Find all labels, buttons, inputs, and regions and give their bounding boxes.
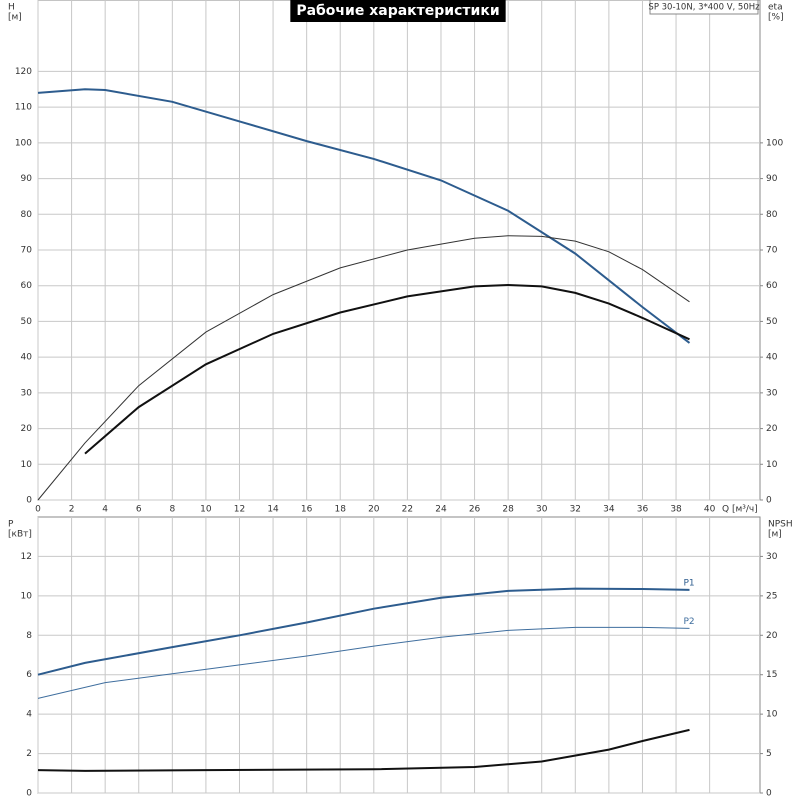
x-tick-label: 4 [102, 505, 108, 515]
title-box [290, 0, 506, 22]
y-tick-label: 70 [21, 246, 33, 256]
y2-tick-label: 0 [766, 789, 772, 799]
x-tick-label: 30 [536, 505, 548, 515]
y-tick-label: 20 [21, 424, 33, 434]
y2-axis-label: eta [768, 3, 783, 13]
x-tick-label: 38 [670, 505, 682, 515]
y-tick-label: 120 [15, 67, 32, 77]
y2-tick-label: 10 [766, 460, 778, 470]
y2-tick-label: 30 [766, 388, 778, 398]
y-axis-label: P [8, 520, 14, 530]
y-tick-label: 10 [21, 460, 33, 470]
y-tick-label: 60 [21, 281, 33, 291]
y-tick-label: 0 [26, 496, 32, 506]
y2-tick-label: 90 [766, 174, 778, 184]
x-tick-label: 20 [368, 505, 380, 515]
y-tick-label: 8 [26, 631, 32, 641]
y-axis-unit: [кВт] [8, 530, 32, 540]
y-tick-label: 6 [26, 670, 32, 680]
y-tick-label: 90 [21, 174, 33, 184]
x-tick-label: 10 [200, 505, 212, 515]
x-tick-label: 18 [335, 505, 347, 515]
y2-axis-label: NPSH [768, 520, 793, 530]
y-tick-label: 80 [21, 210, 33, 220]
x-tick-label: 6 [136, 505, 142, 515]
y2-tick-label: 60 [766, 281, 778, 291]
y-axis-unit: [м] [8, 13, 22, 23]
x-tick-label: 36 [637, 505, 649, 515]
y-tick-label: 110 [15, 103, 32, 113]
model-box [649, 0, 759, 15]
series-line [37, 728, 690, 772]
y2-tick-label: 100 [766, 138, 783, 148]
y2-tick-label: 0 [766, 496, 772, 506]
y2-tick-label: 80 [766, 210, 778, 220]
y2-tick-label: 10 [766, 710, 778, 720]
x-tick-label: 22 [402, 505, 413, 515]
x-tick-label: 40 [704, 505, 716, 515]
series-line [37, 88, 691, 344]
y-axis-label: H [8, 3, 15, 13]
y-tick-label: 2 [26, 749, 32, 759]
y-tick-label: 4 [26, 710, 32, 720]
y2-tick-label: 70 [766, 246, 778, 256]
y-tick-label: 100 [15, 138, 32, 148]
x-tick-label: 28 [502, 505, 514, 515]
y2-tick-label: 20 [766, 631, 778, 641]
plot-frame [37, 516, 761, 794]
x-tick-label: 2 [69, 505, 75, 515]
x-tick-label: 26 [469, 505, 481, 515]
series-line [37, 235, 690, 501]
series-line [84, 283, 690, 455]
x-tick-label: 34 [603, 505, 615, 515]
y2-axis-unit: [м] [768, 530, 782, 540]
y-tick-label: 10 [21, 591, 33, 601]
y-tick-label: 40 [21, 353, 33, 363]
y2-tick-label: 15 [766, 670, 777, 680]
y2-tick-label: 30 [766, 552, 778, 562]
y-tick-label: 0 [26, 789, 32, 799]
y2-tick-label: 5 [766, 749, 772, 759]
x-axis-label: Q [м³/ч] [722, 505, 758, 515]
series-label: P1 [683, 578, 694, 588]
x-tick-label: 0 [35, 505, 41, 515]
x-tick-label: 32 [570, 505, 581, 515]
model-label: SP 30-10N, 3*400 V, 50Hz [648, 3, 760, 13]
y2-tick-label: 25 [766, 591, 777, 601]
y-tick-label: 30 [21, 388, 33, 398]
y2-tick-label: 50 [766, 317, 778, 327]
series-line [37, 626, 690, 699]
y-tick-label: 12 [21, 552, 32, 562]
x-tick-label: 12 [234, 505, 245, 515]
series-label: P2 [683, 617, 694, 627]
x-tick-label: 16 [301, 505, 313, 515]
y2-axis-unit: [%] [768, 13, 784, 23]
x-tick-label: 8 [169, 505, 175, 515]
x-tick-label: 14 [267, 505, 279, 515]
x-tick-label: 24 [435, 505, 447, 515]
y2-tick-label: 20 [766, 424, 778, 434]
series-line [37, 587, 690, 676]
y-tick-label: 50 [21, 317, 33, 327]
y2-tick-label: 40 [766, 353, 778, 363]
chart-title: Рабочие характеристики [296, 3, 499, 19]
